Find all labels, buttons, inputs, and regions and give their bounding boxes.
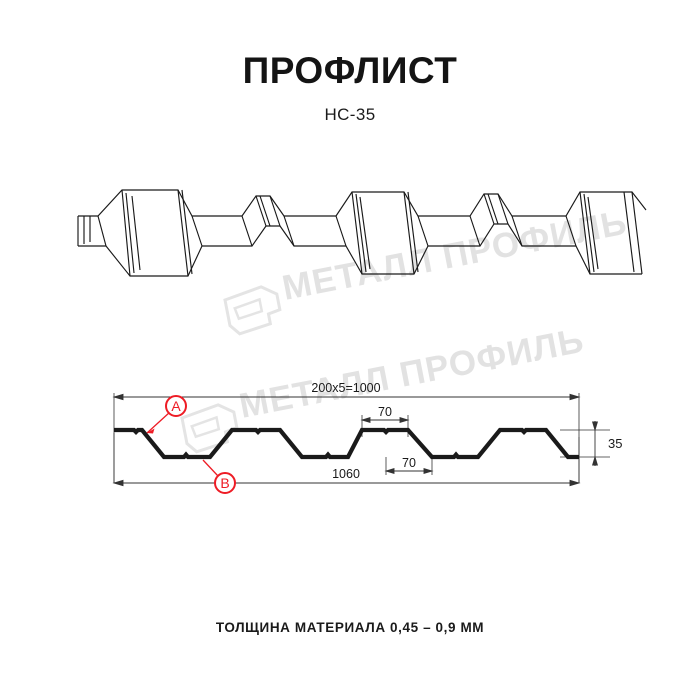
isometric-profile-view [77,189,647,277]
dimension-label-height: 35 [608,436,622,451]
dimension-label-overall-width: 1060 [332,467,360,481]
callout-marker-a: A [146,395,187,434]
dimension-pitch-total [112,393,581,401]
product-model: НС-35 [324,105,376,124]
dimension-overall-width [112,479,581,487]
profile-outline [114,427,579,460]
extension-lines [113,393,610,483]
callout-label-a: A [171,398,181,414]
dimension-label-pitch-total: 200x5=1000 [311,381,380,395]
watermark-logo-top [223,285,282,336]
dimension-label-valley-width: 70 [402,456,416,470]
page-title: ПРОФЛИСТ [242,50,458,91]
watermark-logo-bottom [180,403,239,454]
dimension-height [591,421,599,466]
callout-marker-b: B [202,459,236,494]
material-thickness-note: ТОЛЩИНА МАТЕРИАЛА 0,45 – 0,9 ММ [215,620,485,635]
profile-cross-section-view: 200x5=1000 1060 70 70 35 [112,381,622,494]
dimension-label-crest-width: 70 [378,405,392,419]
dimension-valley-width [384,467,434,475]
title-block: ПРОФЛИСТ НС-35 [0,52,700,125]
dimension-crest-width [360,416,410,424]
callout-label-b: B [220,475,229,491]
